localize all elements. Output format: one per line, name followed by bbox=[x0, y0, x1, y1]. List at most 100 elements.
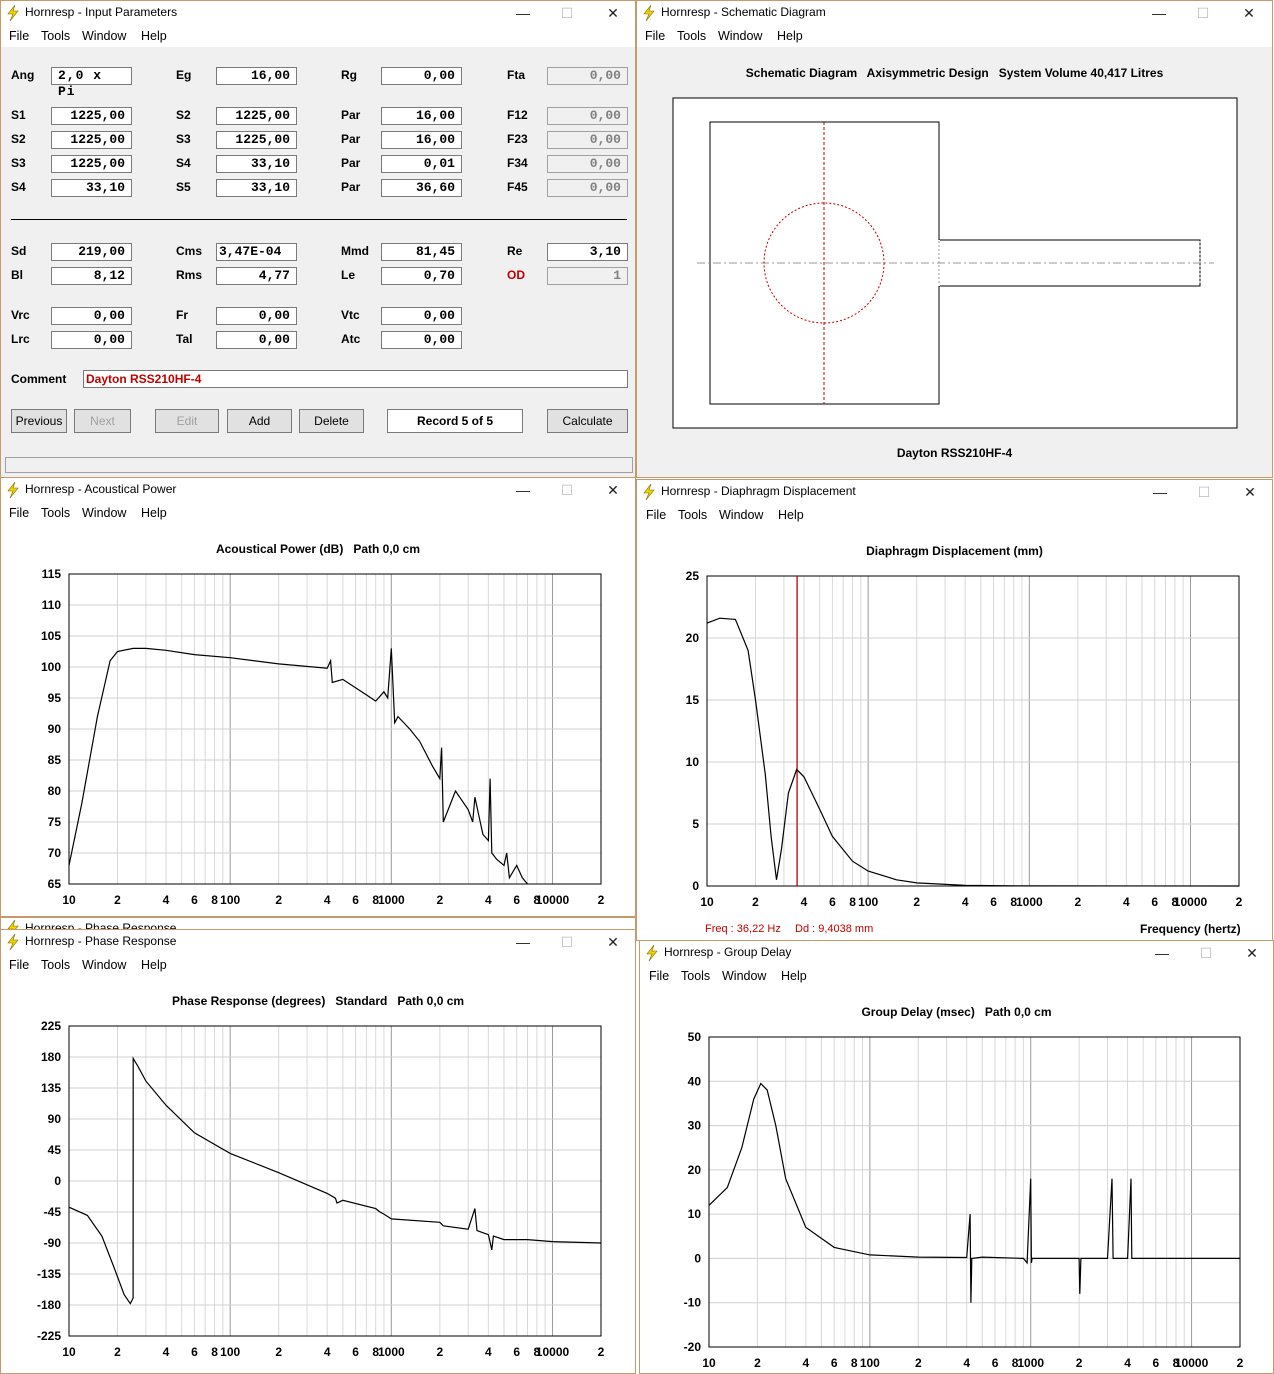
delete-button[interactable]: Delete bbox=[299, 409, 364, 433]
param-field-s1[interactable]: 1225,00 bbox=[51, 107, 132, 125]
minimize-icon[interactable]: — bbox=[516, 482, 530, 498]
menu-help[interactable]: Help bbox=[141, 29, 167, 43]
title-bar[interactable]: Hornresp - Diaphragm Displacement — ☐ ✕ bbox=[637, 480, 1272, 504]
menu-tools[interactable]: Tools bbox=[41, 958, 71, 972]
param-field-rg[interactable]: 0,00 bbox=[381, 67, 462, 85]
calculate-button[interactable]: Calculate bbox=[547, 409, 628, 433]
maximize-icon[interactable]: ☐ bbox=[1196, 5, 1210, 21]
y-tick-label: -90 bbox=[44, 1236, 62, 1250]
close-icon[interactable]: ✕ bbox=[1243, 5, 1255, 21]
comment-field[interactable]: Dayton RSS210HF-4 bbox=[83, 370, 628, 388]
close-icon[interactable]: ✕ bbox=[607, 934, 619, 950]
minimize-icon[interactable]: — bbox=[516, 5, 530, 21]
close-icon[interactable]: ✕ bbox=[1244, 484, 1256, 500]
param-label-fr: Fr bbox=[176, 308, 188, 322]
title-bar[interactable]: Hornresp - Schematic Diagram — ☐ ✕ bbox=[637, 1, 1272, 25]
menu-help[interactable]: Help bbox=[141, 958, 167, 972]
param-field-vtc[interactable]: 0,00 bbox=[381, 307, 462, 325]
param-field-mmd[interactable]: 81,45 bbox=[381, 243, 462, 261]
param-field-ang[interactable]: 2,0 x Pi bbox=[51, 67, 132, 99]
menu-help[interactable]: Help bbox=[777, 29, 803, 43]
param-field-s3[interactable]: 1225,00 bbox=[51, 155, 132, 173]
param-field-f23[interactable]: 0,00 bbox=[547, 131, 628, 149]
param-label-tal: Tal bbox=[176, 332, 193, 346]
menu-tools[interactable]: Tools bbox=[41, 506, 71, 520]
edit-button[interactable]: Edit bbox=[155, 409, 219, 433]
param-label-par: Par bbox=[341, 132, 361, 146]
param-field-s4[interactable]: 33,10 bbox=[51, 179, 132, 197]
title-bar[interactable]: Hornresp - Input Parameters — ☐ ✕ bbox=[1, 1, 635, 25]
param-field-par[interactable]: 16,00 bbox=[381, 131, 462, 149]
menu-help[interactable]: Help bbox=[778, 508, 804, 522]
param-field-atc[interactable]: 0,00 bbox=[381, 331, 462, 349]
maximize-icon[interactable]: ☐ bbox=[560, 5, 574, 21]
minimize-icon[interactable]: — bbox=[1155, 945, 1169, 961]
menu-file[interactable]: File bbox=[9, 958, 30, 972]
menu-file[interactable]: File bbox=[649, 969, 670, 983]
menu-file[interactable]: File bbox=[646, 508, 667, 522]
menu-help[interactable]: Help bbox=[141, 506, 167, 520]
previous-button[interactable]: Previous bbox=[11, 409, 67, 433]
param-field-s2[interactable]: 1225,00 bbox=[51, 131, 132, 149]
param-field-bl[interactable]: 8,12 bbox=[51, 267, 132, 285]
maximize-icon[interactable]: ☐ bbox=[1197, 484, 1211, 500]
param-label-fta: Fta bbox=[507, 68, 525, 82]
param-field-vrc[interactable]: 0,00 bbox=[51, 307, 132, 325]
title-bar[interactable]: Hornresp - Acoustical Power — ☐ ✕ bbox=[1, 478, 635, 502]
menu-window[interactable]: Window bbox=[722, 969, 767, 983]
maximize-icon[interactable]: ☐ bbox=[560, 482, 574, 498]
menu-file[interactable]: File bbox=[645, 29, 666, 43]
param-field-fr[interactable]: 0,00 bbox=[216, 307, 297, 325]
param-field-f45[interactable]: 0,00 bbox=[547, 179, 628, 197]
param-field-s5[interactable]: 33,10 bbox=[216, 179, 297, 197]
menu-file[interactable]: File bbox=[9, 506, 30, 520]
maximize-icon[interactable]: ☐ bbox=[560, 934, 574, 950]
status-bar bbox=[5, 457, 633, 473]
param-field-re[interactable]: 3,10 bbox=[547, 243, 628, 261]
next-button[interactable]: Next bbox=[74, 409, 131, 433]
param-field-le[interactable]: 0,70 bbox=[381, 267, 462, 285]
param-field-f12[interactable]: 0,00 bbox=[547, 107, 628, 125]
param-field-fta[interactable]: 0,00 bbox=[547, 67, 628, 85]
menu-window[interactable]: Window bbox=[718, 29, 763, 43]
maximize-icon[interactable]: ☐ bbox=[1199, 945, 1213, 961]
param-field-rms[interactable]: 4,77 bbox=[216, 267, 297, 285]
window-title: Hornresp - Schematic Diagram bbox=[661, 5, 826, 19]
title-bar[interactable]: Hornresp - Group Delay — ☐ ✕ bbox=[640, 941, 1273, 965]
param-field-f34[interactable]: 0,00 bbox=[547, 155, 628, 173]
menu-window[interactable]: Window bbox=[82, 29, 127, 43]
add-button[interactable]: Add bbox=[227, 409, 292, 433]
param-field-cms[interactable]: 3,47E-04 bbox=[216, 243, 297, 261]
menu-help[interactable]: Help bbox=[781, 969, 807, 983]
param-field-tal[interactable]: 0,00 bbox=[216, 331, 297, 349]
series-line bbox=[706, 617, 1240, 887]
param-field-sd[interactable]: 219,00 bbox=[51, 243, 132, 261]
title-bar[interactable]: Hornresp - Phase Response — ☐ ✕ bbox=[1, 930, 635, 954]
menu-window[interactable]: Window bbox=[82, 506, 127, 520]
chart-area: Group Delay (msec) Path 0,0 cm 50 40 30 20 1… bbox=[640, 987, 1273, 1373]
menu-window[interactable]: Window bbox=[719, 508, 764, 522]
param-field-eg[interactable]: 16,00 bbox=[216, 67, 297, 85]
minimize-icon[interactable]: — bbox=[1152, 5, 1166, 21]
param-field-lrc[interactable]: 0,00 bbox=[51, 331, 132, 349]
param-field-s2[interactable]: 1225,00 bbox=[216, 107, 297, 125]
menu-window[interactable]: Window bbox=[82, 958, 127, 972]
minimize-icon[interactable]: — bbox=[516, 934, 530, 950]
param-field-par[interactable]: 36,60 bbox=[381, 179, 462, 197]
param-field-par[interactable]: 0,01 bbox=[381, 155, 462, 173]
param-field-s4[interactable]: 33,10 bbox=[216, 155, 297, 173]
menu-tools[interactable]: Tools bbox=[681, 969, 711, 983]
x-tick-label: 4 bbox=[801, 895, 808, 906]
close-icon[interactable]: ✕ bbox=[1246, 945, 1258, 961]
param-field-par[interactable]: 16,00 bbox=[381, 107, 462, 125]
menu-tools[interactable]: Tools bbox=[678, 508, 708, 522]
param-field-od[interactable]: 1 bbox=[547, 267, 628, 285]
menu-file[interactable]: File bbox=[9, 29, 30, 43]
menu-tools[interactable]: Tools bbox=[677, 29, 707, 43]
minimize-icon[interactable]: — bbox=[1153, 484, 1167, 500]
close-icon[interactable]: ✕ bbox=[607, 482, 619, 498]
menu-tools[interactable]: Tools bbox=[41, 29, 71, 43]
param-label-atc: Atc bbox=[341, 332, 361, 346]
param-field-s3[interactable]: 1225,00 bbox=[216, 131, 297, 149]
close-icon[interactable]: ✕ bbox=[607, 5, 619, 21]
